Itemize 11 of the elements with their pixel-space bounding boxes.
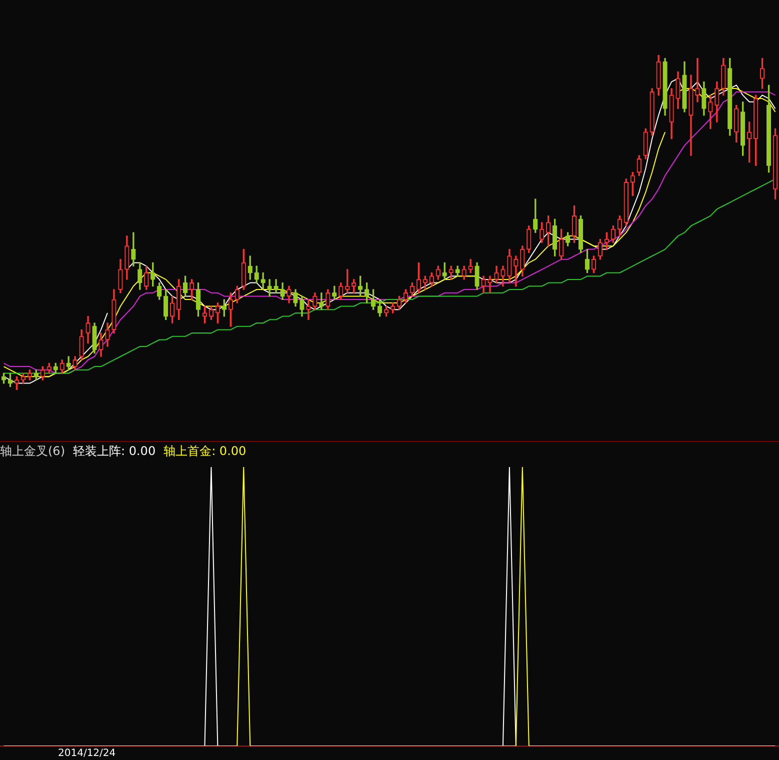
- candlestick: [695, 58, 700, 102]
- series-label: 轴上首金: 0.00: [164, 442, 246, 460]
- chart-title: 轴上金叉(6): [0, 442, 65, 460]
- candlestick: [488, 276, 492, 294]
- candlestick: [514, 256, 518, 286]
- candlestick: [306, 299, 311, 320]
- candlestick: [267, 279, 272, 297]
- text: 2014/12/24: [58, 747, 117, 760]
- candlestick: [260, 272, 266, 290]
- candlestick: [319, 292, 324, 310]
- text: 轻装上阵: 0.00: [73, 442, 156, 460]
